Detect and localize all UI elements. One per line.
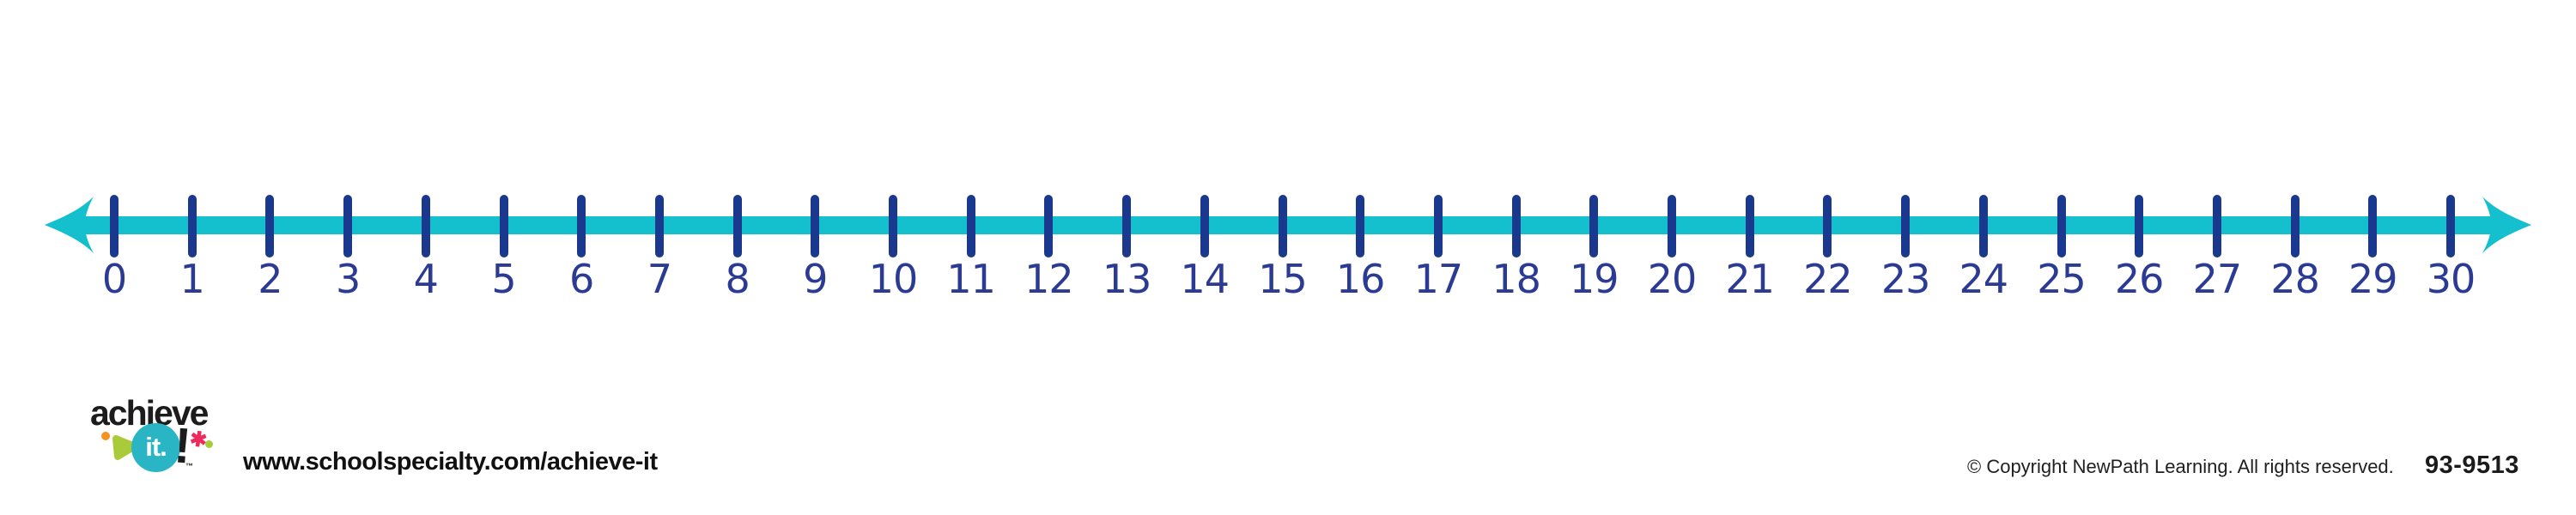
- tick-mark: [2368, 195, 2378, 258]
- tick-label: 21: [1725, 256, 1775, 302]
- tick-mark: [2446, 195, 2455, 258]
- tick-mark: [889, 195, 897, 258]
- tick-mark: [654, 195, 664, 258]
- tick-mark: [1668, 195, 1676, 258]
- tick-mark: [110, 195, 118, 258]
- tick-label: 6: [569, 256, 594, 302]
- tick-mark: [577, 195, 586, 258]
- logo-circle: it.: [131, 423, 180, 472]
- tick-label: 7: [647, 256, 672, 302]
- tick-label: 4: [413, 256, 439, 302]
- product-code: 93-9513: [2425, 451, 2519, 479]
- tick-label: 19: [1570, 256, 1619, 302]
- tick-label: 0: [101, 256, 127, 302]
- tick-mark: [187, 195, 197, 258]
- tick-label: 1: [179, 256, 205, 302]
- tick-label: 25: [2037, 256, 2087, 302]
- tick-label: 11: [946, 256, 996, 302]
- tick-mark: [1823, 195, 1832, 258]
- arrow-left-icon: [45, 197, 94, 253]
- tick-mark: [421, 195, 430, 258]
- number-line-bar: [82, 216, 2494, 234]
- tick-label: 29: [2348, 256, 2398, 302]
- tick-label: 14: [1180, 256, 1230, 302]
- logo-green-dot-icon: [205, 440, 213, 448]
- tick-mark: [1745, 195, 1754, 258]
- tick-mark: [2135, 195, 2144, 258]
- tick-mark: [265, 195, 275, 258]
- tick-mark: [1511, 195, 1521, 258]
- tick-label: 23: [1880, 256, 1931, 302]
- tick-mark: [2212, 195, 2221, 258]
- tick-label: 12: [1024, 256, 1074, 302]
- logo-asterisk-icon: ✱: [188, 427, 209, 453]
- tick-mark: [1589, 195, 1599, 258]
- tick-label: 10: [868, 256, 919, 302]
- tick-mark: [1356, 195, 1365, 258]
- tick-label: 8: [725, 256, 750, 302]
- tick-label: 13: [1102, 256, 1152, 302]
- logo-trademark: ™: [185, 462, 193, 470]
- tick-label: 22: [1803, 256, 1853, 302]
- tick-mark: [1433, 195, 1443, 258]
- tick-mark: [811, 195, 820, 258]
- tick-label: 20: [1647, 256, 1698, 302]
- copyright-text: © Copyright NewPath Learning. All rights…: [1967, 456, 2394, 477]
- tick-mark: [343, 195, 353, 258]
- tick-label: 2: [258, 256, 283, 302]
- tick-mark: [1200, 195, 1209, 258]
- tick-mark: [1278, 195, 1287, 258]
- tick-mark: [499, 195, 508, 258]
- tick-label: 30: [2426, 256, 2476, 302]
- arrow-right-icon: [2482, 197, 2531, 253]
- tick-mark: [1978, 195, 1988, 258]
- tick-label: 17: [1413, 256, 1464, 302]
- tick-mark: [2057, 195, 2066, 258]
- logo-word-it: it.: [145, 431, 167, 462]
- tick-mark: [966, 195, 975, 258]
- tick-mark: [732, 195, 742, 258]
- tick-label: 5: [491, 256, 516, 302]
- tick-label: 28: [2270, 256, 2320, 302]
- logo-triangle-icon: [112, 435, 138, 460]
- tick-label: 26: [2114, 256, 2165, 302]
- tick-mark: [1044, 195, 1054, 258]
- website-url: www.schoolspecialty.com/achieve-it: [243, 448, 658, 476]
- logo-orange-dot-icon: [101, 432, 110, 440]
- tick-label: 15: [1258, 256, 1308, 302]
- tick-label: 9: [803, 256, 828, 302]
- tick-mark: [2290, 195, 2300, 258]
- tick-mark: [1901, 195, 1911, 258]
- tick-label: 3: [335, 256, 361, 302]
- tick-label: 27: [2192, 256, 2243, 302]
- tick-label: 16: [1335, 256, 1386, 302]
- tick-mark: [1122, 195, 1132, 258]
- tick-label: 24: [1959, 256, 2009, 302]
- tick-label: 18: [1492, 256, 1541, 302]
